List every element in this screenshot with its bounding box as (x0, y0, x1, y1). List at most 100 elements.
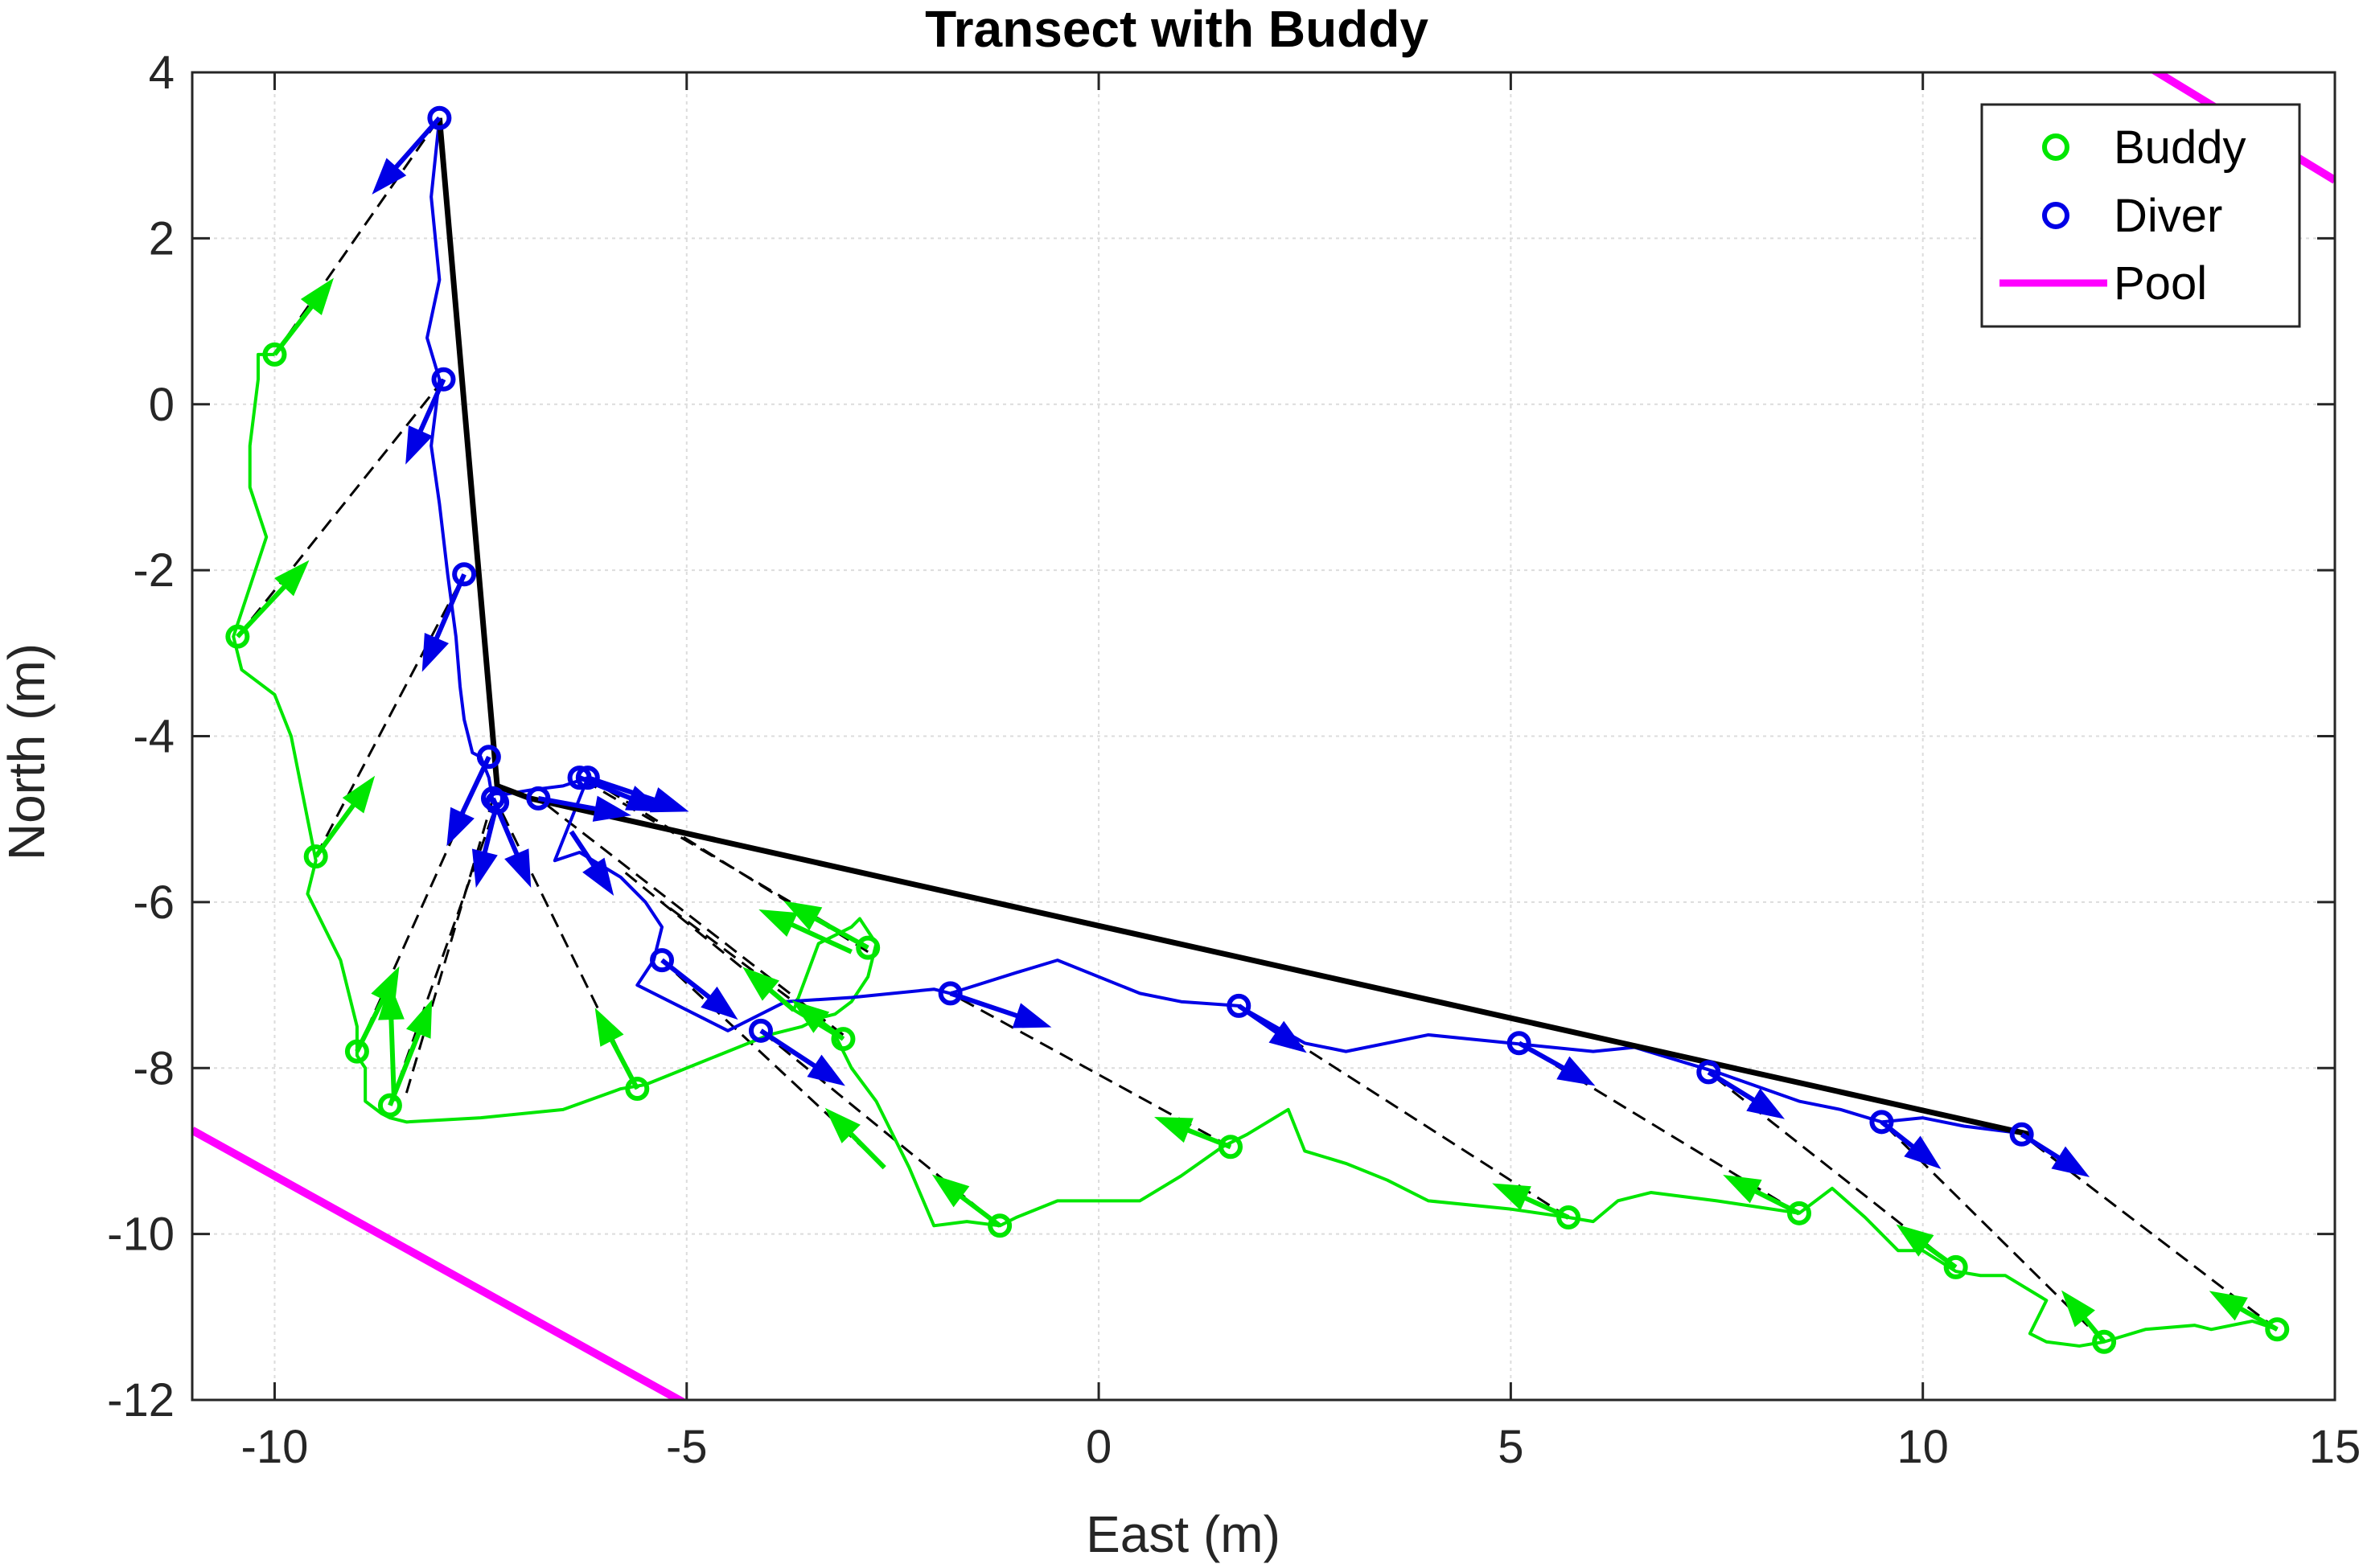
diver-heading-arrow-head (504, 848, 532, 888)
diver-heading-arrow-head (1268, 1020, 1307, 1053)
buddy-heading-arrow-shaft (388, 1018, 397, 1102)
buddy-heading-arrow-shaft (1924, 1243, 1958, 1270)
legend-buddy-label: Buddy (2114, 121, 2246, 174)
buddy-position-marker (831, 1027, 856, 1052)
diver-position-marker (485, 790, 510, 815)
diver-heading-arrow-head (592, 795, 631, 822)
diver-position-marker (476, 745, 501, 770)
diver-heading-arrow-head (372, 158, 407, 195)
buddy-position-marker (344, 1039, 369, 1064)
diver-position-marker (938, 981, 963, 1006)
diver-heading-arrow-head (405, 425, 433, 465)
transect-path-line (436, 117, 2031, 1138)
diver-position-marker (1227, 993, 1251, 1018)
buddy-heading-arrow-head (1723, 1175, 1762, 1204)
legend-pool-label: Pool (2114, 257, 2207, 310)
buddy-position-marker (625, 1077, 650, 1102)
diver-heading-arrow-head (421, 632, 450, 672)
plot-content (192, 72, 2335, 1400)
buddy-position-marker (225, 624, 250, 649)
diver-position-marker (748, 1018, 773, 1043)
buddy-diver-connection-line (236, 378, 445, 638)
buddy-position-marker (262, 342, 287, 367)
buddy-position-marker (303, 844, 328, 869)
buddy-heading-arrow-shaft (768, 988, 795, 1012)
buddy-position-marker (1787, 1201, 1811, 1225)
buddy-diver-connection-line (405, 798, 495, 1094)
buddy-heading-arrow-head (791, 999, 830, 1033)
buddy-position-marker (988, 1213, 1013, 1238)
diver-position-marker (575, 766, 600, 790)
diver-position-marker (431, 367, 456, 392)
buddy-diver-connection-line (537, 797, 845, 1036)
buddy-heading-arrow-head (274, 560, 310, 597)
y-tick-label: -6 (133, 876, 175, 929)
buddy-heading-arrow-head (378, 983, 405, 1020)
diver-heading-arrow-shaft (1880, 1119, 1915, 1149)
buddy-heading-arrow-head (2061, 1290, 2095, 1328)
axis-ticks: -10 -5 0 5 10 15 4 2 0 -2 -4 -6 -8 -10 -12 (107, 47, 2359, 1473)
position-markers (225, 105, 2290, 1354)
buddy-heading-arrow-head (2209, 1291, 2248, 1321)
x-tick-label: 0 (1086, 1421, 1112, 1473)
legend-buddy-marker (2042, 133, 2069, 161)
buddy-position-marker (1556, 1205, 1581, 1229)
x-tick-label: 10 (1897, 1421, 1949, 1473)
diver-track-line (425, 117, 2031, 1136)
buddy-heading-arrow-head (824, 1107, 861, 1143)
diver-position-marker (526, 786, 551, 811)
buddy-position-marker (856, 935, 881, 960)
x-tick-label: -10 (241, 1421, 309, 1473)
y-tick-label: -4 (133, 711, 175, 763)
diver-heading-arrow-head (446, 807, 475, 847)
buddy-diver-connection-line (314, 573, 466, 857)
diver-heading-arrow-head (582, 857, 614, 897)
legend: Buddy Diver Pool (1980, 103, 2301, 328)
y-axis-label: North (m) (0, 643, 55, 860)
diver-heading-arrow-head (1746, 1088, 1786, 1119)
x-tick-label: -5 (666, 1421, 708, 1473)
diver-heading-arrow-head (2051, 1146, 2090, 1177)
diver-position-marker (1506, 1031, 1531, 1056)
buddy-heading-arrow-shaft (2239, 1306, 2279, 1332)
diver-heading-arrow-head (1556, 1056, 1596, 1086)
y-tick-label: 2 (149, 212, 175, 265)
diver-position-marker (1869, 1110, 1894, 1135)
legend-diver-marker (2042, 202, 2069, 229)
x-axis-label: East (m) (1086, 1505, 1280, 1563)
y-tick-label: -12 (107, 1374, 175, 1426)
buddy-heading-arrow-head (931, 1174, 970, 1208)
diver-position-marker (452, 562, 477, 587)
buddy-position-marker (2265, 1317, 2290, 1342)
path-line (436, 117, 2031, 1138)
buddy-diver-connection-line (619, 868, 795, 1012)
diver-heading-arrow-head (701, 986, 738, 1020)
buddy-heading-arrow-head (1896, 1224, 1934, 1257)
buddy-position-marker (377, 1093, 402, 1118)
y-tick-label: 4 (149, 47, 175, 99)
grid (192, 72, 2335, 1400)
buddy-heading-arrow-head (758, 909, 798, 938)
buddy-heading-arrow-shaft (819, 1020, 845, 1041)
buddy-heading-arrow-shaft (790, 922, 853, 954)
diver-heading-arrow-head (807, 1054, 845, 1086)
buddy-heading-arrow-head (342, 775, 376, 814)
diver-position-marker (1696, 1060, 1721, 1085)
diver-heading-arrow-shaft (569, 830, 596, 868)
buddy-position-marker (2092, 1329, 2117, 1354)
legend-diver-label: Diver (2114, 190, 2222, 242)
buddy-heading-arrow-head (594, 1008, 624, 1047)
y-tick-label: -10 (107, 1209, 175, 1261)
diver-position-marker (650, 948, 675, 973)
y-tick-label: -8 (133, 1042, 175, 1094)
buddy-heading-arrow-head (1154, 1117, 1194, 1143)
y-tick-label: -2 (133, 544, 175, 597)
chart-title: Transect with Buddy (925, 0, 1428, 58)
buddy-heading-arrow-head (300, 277, 335, 316)
legend-box (1980, 103, 2301, 328)
buddy-heading-arrow-head (742, 967, 779, 1001)
x-tick-label: 5 (1498, 1421, 1523, 1473)
diver-position-marker (2009, 1122, 2034, 1147)
buddy-heading-arrow-head (406, 999, 433, 1039)
